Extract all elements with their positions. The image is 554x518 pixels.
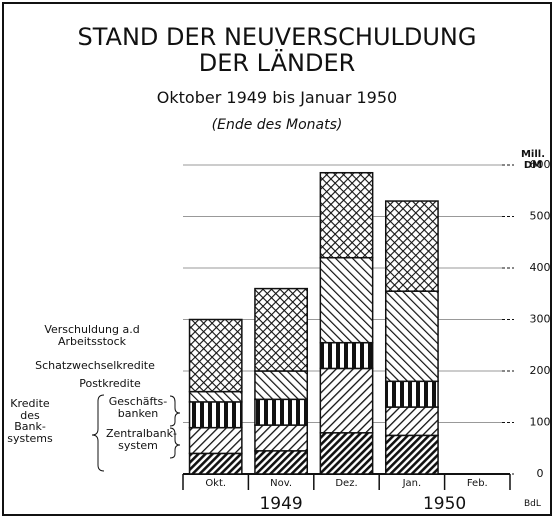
bar-segment [319, 256, 374, 344]
bracket [169, 427, 181, 459]
bracket [91, 394, 105, 472]
y-tick-label: 400 [530, 261, 551, 274]
x-tick-label: Okt. [205, 478, 226, 489]
bar-segment [254, 424, 309, 452]
y-tick-label: 200 [530, 364, 551, 377]
year-label: 1950 [423, 494, 466, 514]
bar-segment [188, 318, 243, 393]
bar-segment [319, 367, 374, 434]
bracket [169, 395, 181, 427]
y-tick-label: 300 [530, 313, 551, 326]
bar-segment [319, 171, 374, 259]
y-tick-label: 500 [530, 210, 551, 223]
bar-segment [384, 290, 439, 383]
note: (Ende des Monats) [211, 117, 343, 133]
bar-segment [384, 200, 439, 292]
bar-segment [384, 380, 439, 408]
x-tick-label: Dez. [335, 478, 357, 489]
bar-segment [254, 370, 309, 401]
x-tick-label: Feb. [467, 478, 488, 489]
bar-segment [188, 390, 243, 403]
bar-segment [254, 287, 309, 372]
bar-segment [254, 398, 309, 426]
x-tick-label: Nov. [270, 478, 292, 489]
bar-segment [384, 406, 439, 437]
legend-label: Geschäfts- banken [108, 395, 168, 420]
y-tick-label: 600 [530, 158, 551, 171]
bar-segment [319, 432, 374, 475]
bar-segment [188, 401, 243, 429]
bar-segment [384, 434, 439, 475]
legend-label: Verschuldung a.d Arbeitsstock [44, 323, 140, 348]
year-label: 1949 [259, 494, 302, 514]
x-tick-label: Jan. [402, 478, 422, 489]
bar-segment [254, 450, 309, 475]
bar-segment [188, 452, 243, 475]
y-tick-label: 0 [537, 467, 544, 480]
subtitle: Oktober 1949 bis Januar 1950 [156, 88, 398, 107]
legend-label: Schatzwechselkredite [35, 359, 155, 372]
credit: BdL [524, 499, 541, 509]
y-axis-label: Mill. DM [520, 149, 546, 171]
y-tick-label: 100 [530, 416, 551, 429]
bar-segment [188, 426, 243, 455]
legend-label: Zentralbank- system [106, 427, 177, 452]
legend-label: Postkredite [79, 377, 141, 390]
group-label: Kredite des Bank- systems [7, 397, 53, 445]
chart-title: STAND DER NEUVERSCHULDUNG DER LÄNDER [77, 23, 477, 78]
bar-segment [319, 341, 374, 370]
